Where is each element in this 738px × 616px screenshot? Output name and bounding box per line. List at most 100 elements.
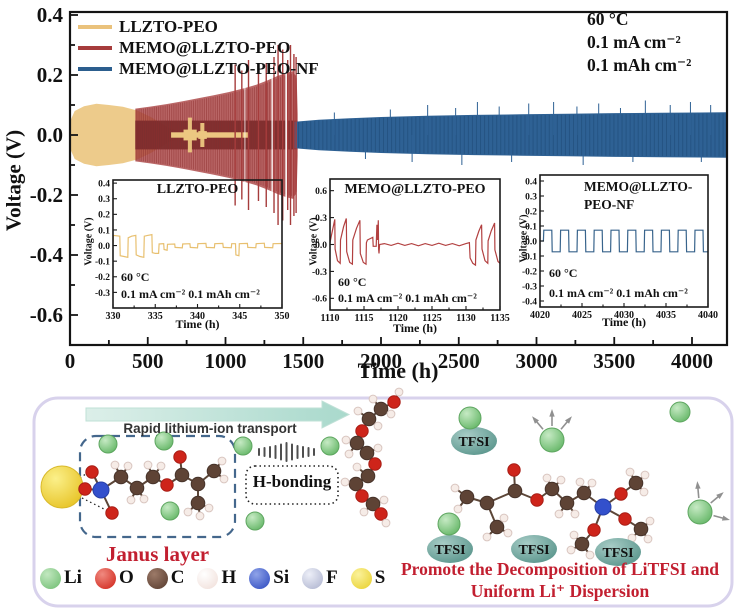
atom-O — [105, 506, 119, 520]
atom-O — [614, 487, 628, 501]
x-tick-label: 1115 — [355, 313, 374, 324]
li-ion — [669, 401, 691, 423]
main-plot-frame — [68, 10, 729, 347]
y-tick-label: 0.1 — [98, 226, 110, 236]
molecule-memo-silane-left — [78, 450, 229, 521]
x-tick-label: 1125 — [422, 313, 441, 324]
li-ion — [160, 501, 180, 521]
atom-sphere-h-icon — [197, 567, 219, 589]
atom-legend-item-f: F — [302, 567, 338, 589]
y-tick-label: 0.4 — [37, 3, 64, 27]
x-tick-label: 4000 — [671, 349, 713, 373]
atom-C — [489, 519, 505, 535]
atom-legend-label: O — [118, 567, 134, 588]
atom-H — [359, 507, 369, 517]
legend-label: LLZTO-PEO — [119, 17, 218, 36]
x-tick-label: 0 — [65, 349, 76, 373]
atom-H — [219, 474, 229, 484]
x-tick-label: 4035 — [656, 310, 676, 321]
atom-O — [355, 424, 369, 438]
x-tick-label: 340 — [190, 311, 205, 322]
inset3-title-line2: PEO-NF — [584, 197, 635, 212]
inset-memo-nf: 4020 4025 4030 4035 4040 0.4 0.3 0.2 0.1 0.0 -0.1 -… — [522, 174, 718, 321]
li-ion — [532, 409, 572, 453]
atom-legend-label: C — [170, 567, 185, 588]
inset1-x-axis-label: Time (h) — [175, 317, 220, 331]
x-tick-label: 2000 — [360, 349, 402, 373]
tfsi-anion: TFSI — [451, 427, 497, 455]
inset-memo: 1110 1115 1120 1125 1130 1135 0.6 0.3 0.0 -0.3 -0.… — [312, 178, 510, 324]
atom-O — [368, 457, 382, 471]
li-ion — [233, 436, 253, 456]
trace-memo-gap — [285, 57, 287, 213]
trace-memo-nf-striations — [298, 113, 724, 157]
li-ion — [245, 511, 265, 531]
tfsi-ellipse — [511, 535, 557, 563]
inset2-x-axis-label: Time (h) — [392, 321, 438, 335]
inset1-title: LLZTO-PEO — [156, 182, 239, 197]
atom-H — [503, 528, 513, 538]
dispersion-arrowhead — [564, 416, 572, 424]
atom-C — [507, 483, 523, 499]
y-tick-label: 0.4 — [525, 177, 537, 187]
dispersion-arrowhead — [695, 481, 701, 489]
promote-text-line2: Uniform Li⁺ Dispersion — [470, 581, 650, 601]
atom-H — [340, 477, 350, 487]
li-ion — [437, 512, 461, 536]
li-ion-sphere — [669, 401, 691, 423]
x-tick-label: 1500 — [282, 349, 324, 373]
atom-legend-label: F — [326, 567, 338, 588]
atom-H — [542, 473, 552, 483]
atom-O — [173, 450, 187, 464]
atom-O — [530, 493, 544, 507]
atom-H — [217, 456, 227, 466]
atom-H — [554, 509, 564, 519]
atom-H — [379, 495, 389, 505]
y-tick-label: -0.3 — [522, 282, 537, 292]
atom-C — [628, 475, 644, 491]
atom-O — [618, 512, 632, 526]
atom-C — [544, 481, 560, 497]
trace-llzto-blob — [183, 129, 197, 141]
main-axis-ticks — [69, 14, 693, 345]
x-tick-label: 345 — [232, 311, 247, 322]
dotted-link — [77, 495, 111, 513]
x-tick-label: 335 — [148, 311, 163, 322]
molecule-peo-chain — [340, 387, 404, 528]
x-tick-label: 1130 — [456, 313, 475, 324]
x-tick-label: 4030 — [614, 310, 634, 321]
tfsi-ellipse — [451, 427, 497, 455]
y-tick-label: 0.0 — [98, 242, 110, 252]
atom-legend-label: Li — [64, 567, 82, 588]
atom-H — [499, 513, 509, 523]
molecule-memo-silane-right — [450, 463, 655, 560]
tfsi-ellipse — [595, 538, 641, 566]
trace-memo-gap — [271, 63, 273, 207]
inset3-title-line1: MEMO@LLZTO- — [584, 179, 693, 194]
legend-row: MEMO@LLZTO-PEO — [78, 37, 319, 58]
h-bonding-label: H-bonding — [252, 472, 332, 491]
atom-H — [569, 530, 579, 540]
atom-sphere-s-icon — [350, 567, 372, 589]
atom-O — [587, 523, 601, 537]
condition-temperature: 60 °C — [587, 9, 629, 29]
x-tick-label: 1110 — [321, 313, 340, 324]
tfsi-anion: TFSI — [511, 535, 557, 563]
y-tick-label: -0.1 — [95, 258, 110, 268]
atom-C — [459, 489, 475, 505]
atom-H — [195, 511, 205, 521]
atom-C — [359, 445, 375, 461]
inset-llzto-peo-ticks — [112, 182, 283, 308]
atom-legend-item-li: Li — [40, 567, 82, 589]
y-tick-label: 0.3 — [315, 214, 327, 224]
atom-H — [625, 467, 635, 477]
atom-O — [507, 463, 521, 477]
atom-C — [360, 468, 376, 484]
dispersion-arrowhead — [716, 492, 724, 500]
y-tick-label: -0.6 — [30, 303, 63, 327]
inset1-conditions: 0.1 mA cm⁻² 0.1 mAh cm⁻² — [121, 287, 260, 301]
atom-legend-item-h: H — [197, 567, 236, 589]
atom-C — [145, 469, 161, 485]
y-tick-label: 0.4 — [98, 180, 110, 190]
